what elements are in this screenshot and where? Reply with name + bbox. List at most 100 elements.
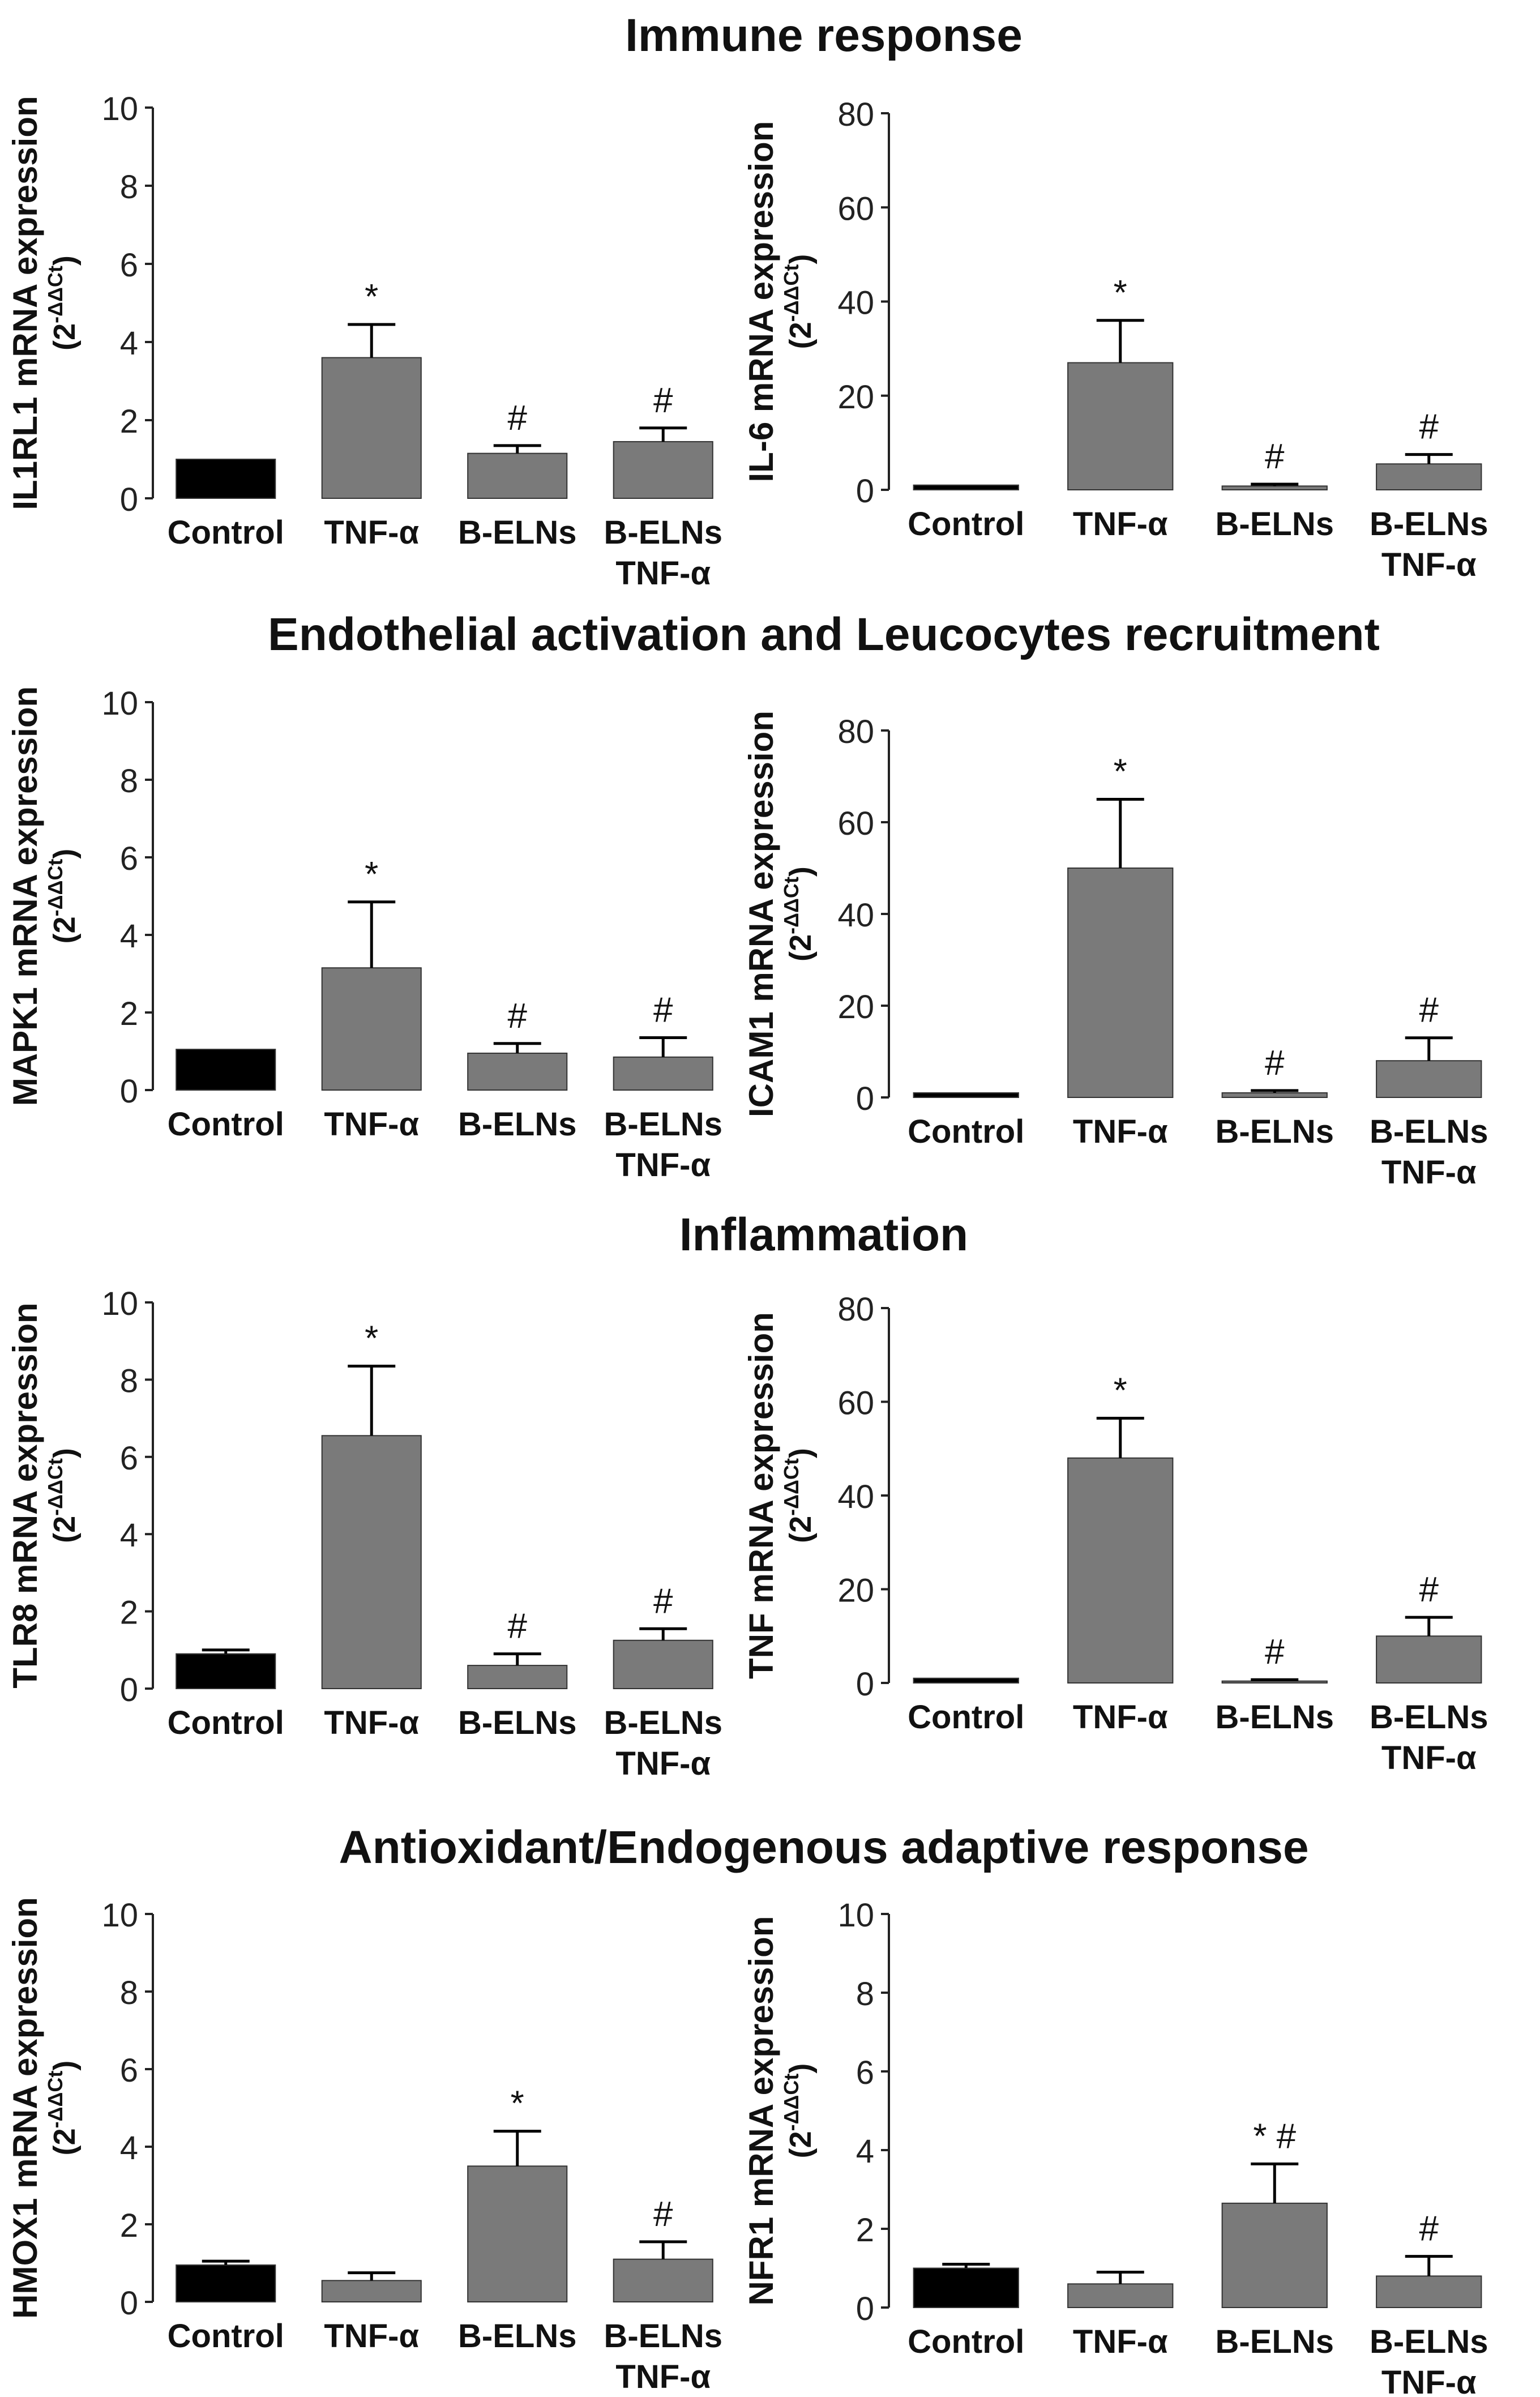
bar [321,2280,422,2302]
x-tick-label: B-ELNs [604,2318,722,2355]
y-tick-label: 60 [837,1385,874,1422]
section-title: Immune response [625,10,1023,61]
x-tick-label: B-ELNs [1370,1113,1488,1150]
significance-label: # [1419,2210,1439,2249]
y-tick-label: 60 [837,805,874,842]
x-tick-label: Control [908,506,1024,542]
x-tick-label: TNF-α [1381,1740,1477,1776]
y-tick-label: 4 [120,1517,138,1554]
y-axis-unit: (2-ΔΔCt) [44,2061,82,2156]
y-axis-title: IL-6 mRNA expression [742,121,780,482]
y-tick-label: 2 [120,1595,138,1631]
bar [1221,2202,1328,2308]
bar [1067,362,1174,490]
bar [913,1092,1019,1099]
y-tick-label: 10 [101,1897,138,1934]
bar [913,2267,1019,2308]
y-tick-label: 4 [856,2133,874,2170]
y-tick-label: 4 [120,325,138,362]
bar [913,484,1019,490]
x-tick-label: B-ELNs [458,514,576,551]
y-tick-label: 80 [837,1291,874,1328]
y-axis-unit: (2-ΔΔCt) [780,2063,818,2159]
bar [1376,2275,1482,2308]
significance-label: # [653,991,673,1030]
significance-label: # [508,1607,528,1646]
bar [321,967,422,1091]
y-tick-label: 10 [101,1285,138,1322]
x-tick-label: TNF-α [1381,1154,1477,1191]
bar [176,2264,276,2303]
y-tick-label: 80 [837,96,874,133]
bar [467,1052,568,1091]
y-tick-label: 0 [856,473,874,510]
x-tick-label: TNF-α [324,1704,419,1741]
y-tick-label: 2 [120,403,138,440]
x-tick-label: TNF-α [1073,1699,1168,1736]
significance-label: * [1114,753,1127,792]
y-tick-label: 0 [120,481,138,518]
chart-panel: 0 2 4 6 8 10 IL1RL1 mRNA expression (2-ΔΔCt) Con… [6,91,722,592]
bar [1221,485,1328,490]
significance-label: * [511,2084,524,2123]
significance-label: * [365,855,378,894]
y-tick-label: 8 [120,1362,138,1399]
y-tick-label: 10 [837,1897,874,1934]
bar [1221,1092,1328,1099]
bar [613,2258,713,2302]
x-tick-label: B-ELNs [1216,506,1334,542]
x-tick-label: B-ELNs [458,2318,576,2355]
bar [1067,1457,1174,1684]
significance-label: * # [1253,2117,1296,2156]
chart-panel: 0 20 40 60 80 IL-6 mRNA expression (2-ΔΔCt) Con… [742,96,1488,583]
bar [1376,463,1482,490]
bar [176,459,276,499]
bar [1067,868,1174,1098]
y-tick-label: 6 [120,247,138,284]
chart-panel: 0 20 40 60 80 TNF mRNA expression (2-ΔΔCt) Cont… [742,1291,1488,1776]
y-axis-title: NFR1 mRNA expression [742,1916,780,2306]
charts: 0 2 4 6 8 10 IL1RL1 mRNA expression (2-ΔΔCt) Con… [6,91,1488,2397]
y-axis-unit: (2-ΔΔCt) [780,866,818,962]
bar [1376,1635,1482,1684]
chart-panel: 0 2 4 6 8 10 MAPK1 mRNA expression (2-ΔΔCt) Cont… [6,685,722,1183]
y-tick-label: 2 [856,2212,874,2249]
y-axis-title: TLR8 mRNA expression [6,1302,44,1688]
significance-label: # [1419,408,1439,447]
significance-label: # [1419,991,1439,1030]
y-tick-label: 0 [120,1073,138,1110]
y-tick-label: 6 [120,2052,138,2089]
chart-panel: 0 2 4 6 8 10 HMOX1 mRNA expression (2-ΔΔCt) Cont… [6,1897,722,2395]
y-tick-label: 0 [856,2291,874,2327]
x-tick-label: B-ELNs [1216,1699,1334,1736]
significance-label: # [1265,1044,1285,1083]
y-axis-title: IL1RL1 mRNA expression [6,96,44,510]
bar [613,1056,713,1091]
x-tick-label: Control [908,2323,1024,2360]
x-tick-label: Control [908,1113,1024,1150]
bar [613,1639,713,1689]
x-tick-label: Control [168,514,284,551]
chart-panel: 0 20 40 60 80 ICAM1 mRNA expression (2-ΔΔCt) Co… [742,711,1488,1191]
y-tick-label: 6 [856,2054,874,2091]
y-axis-title: ICAM1 mRNA expression [742,711,780,1117]
y-tick-label: 8 [120,763,138,800]
y-tick-label: 2 [120,2207,138,2244]
y-tick-label: 8 [120,169,138,206]
x-tick-label: TNF-α [1381,2364,1477,2397]
y-tick-label: 6 [120,1440,138,1477]
bar [176,1049,276,1091]
y-tick-label: 80 [837,713,874,750]
x-tick-label: TNF-α [324,1106,419,1143]
y-tick-label: 40 [837,1479,874,1515]
x-tick-label: Control [168,2318,284,2355]
x-tick-label: Control [168,1704,284,1741]
y-tick-label: 8 [120,1975,138,2011]
y-axis-title: TNF mRNA expression [742,1312,780,1679]
significance-label: # [653,1582,673,1621]
x-tick-label: Control [908,1699,1024,1736]
y-tick-label: 0 [120,1672,138,1708]
x-tick-label: B-ELNs [604,1106,722,1143]
x-tick-label: TNF-α [615,1147,711,1183]
